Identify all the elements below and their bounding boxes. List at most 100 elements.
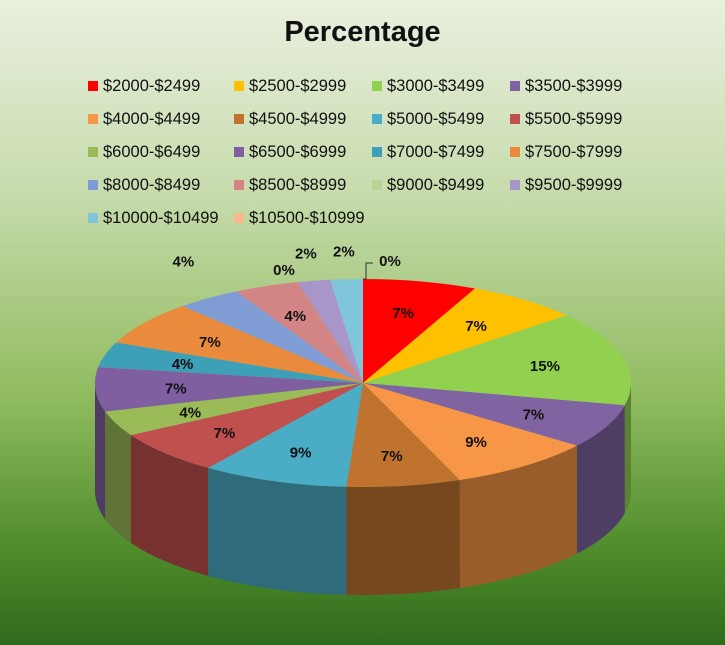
legend-label: $2000-$2499 — [103, 77, 201, 95]
legend-item: $10000-$10499 — [88, 208, 219, 228]
data-labels: 7%7%15%7%9%7%9%7%4%7%4%7%4%4%0%2% 2%0% — [165, 244, 560, 465]
legend-swatch — [88, 80, 98, 91]
legend-label: $2500-$2999 — [249, 77, 347, 95]
pie-slice-side — [208, 467, 347, 595]
data-label: 4% — [284, 308, 306, 325]
pie-slice — [105, 383, 364, 435]
data-label: 2% — [295, 245, 317, 262]
legend-label: $4000-$4499 — [103, 110, 201, 128]
legend-item: $8500-$8999 — [234, 175, 346, 195]
pie-slice — [363, 279, 476, 383]
legend-swatch — [510, 113, 520, 124]
legend-label: $5500-$5999 — [525, 110, 623, 128]
legend-item: $5500-$5999 — [510, 109, 622, 129]
legend-swatch — [234, 113, 244, 124]
legend-item: $6500-$6999 — [234, 142, 346, 162]
legend-item: $6000-$6499 — [88, 142, 200, 162]
data-label: 2% — [333, 244, 355, 261]
legend-swatch — [372, 146, 382, 157]
legend-swatch — [234, 80, 244, 91]
pie-slice — [330, 279, 363, 383]
legend-item: $10500-$10999 — [234, 208, 365, 228]
data-label: 4% — [173, 254, 195, 271]
data-label: 7% — [199, 334, 221, 351]
legend-swatch — [234, 212, 244, 223]
legend-item: $8000-$8499 — [88, 175, 200, 195]
legend-item: $7500-$7999 — [510, 142, 622, 162]
pie-slice — [116, 306, 363, 383]
legend-label: $9500-$9999 — [525, 176, 623, 194]
legend-label: $9000-$9499 — [387, 176, 485, 194]
pie-slice — [363, 288, 567, 383]
pie-slice — [363, 383, 577, 480]
legend-item: $7000-$7499 — [372, 142, 484, 162]
legend-label: $8500-$8999 — [249, 176, 347, 194]
legend-label: $6500-$6999 — [249, 143, 347, 161]
data-label: 9% — [290, 445, 312, 462]
data-label: 4% — [172, 356, 194, 373]
legend-item: $3500-$3999 — [510, 76, 622, 96]
pie-top — [95, 279, 631, 488]
legend-label: $3500-$3999 — [525, 77, 623, 95]
legend-label: $4500-$4999 — [249, 110, 347, 128]
pie-slice — [363, 315, 631, 406]
legend-swatch — [510, 179, 520, 190]
legend-swatch — [88, 146, 98, 157]
data-label: 15% — [530, 358, 560, 375]
legend-swatch — [234, 146, 244, 157]
pie-sides — [95, 383, 631, 595]
pie-slice — [95, 367, 364, 412]
legend-swatch — [510, 146, 520, 157]
pie-slice — [182, 291, 363, 383]
chart-title: Percentage — [284, 16, 441, 48]
legend-swatch — [88, 113, 98, 124]
legend-label: $8000-$8499 — [103, 176, 201, 194]
data-label: 7% — [465, 318, 487, 335]
pie-slice-side — [576, 405, 625, 554]
pie-slice — [130, 383, 363, 468]
data-label: 7% — [214, 425, 236, 442]
data-label: 7% — [381, 448, 403, 465]
data-label: 9% — [465, 434, 487, 451]
legend-label: $5000-$5499 — [387, 110, 485, 128]
legend-label: $10000-$10499 — [103, 209, 219, 227]
legend-label: $7500-$7999 — [525, 143, 623, 161]
legend-item: $9500-$9999 — [510, 175, 622, 195]
legend-label: $6000-$6499 — [103, 143, 201, 161]
pie-slice-side — [346, 479, 460, 595]
legend-item: $4500-$4999 — [234, 109, 346, 129]
data-label: 4% — [179, 404, 201, 421]
pie-slice-side — [624, 383, 631, 514]
legend-swatch — [88, 212, 98, 223]
pie-slice — [363, 383, 625, 446]
legend-label: $7000-$7499 — [387, 143, 485, 161]
legend-swatch — [510, 80, 520, 91]
data-label: 7% — [392, 305, 414, 322]
data-label: 0% — [273, 262, 295, 279]
leader-line — [363, 262, 373, 280]
legend-item: $2500-$2999 — [234, 76, 346, 96]
legend-swatch — [372, 113, 382, 124]
pie-slice — [236, 282, 363, 383]
pie-slice-side — [95, 383, 106, 520]
pie-slice — [98, 342, 363, 383]
legend-swatch — [88, 179, 98, 190]
legend-label: $10500-$10999 — [249, 209, 365, 227]
legend-item: $5000-$5499 — [372, 109, 484, 129]
legend-item: $9000-$9499 — [372, 175, 484, 195]
legend-swatch — [234, 179, 244, 190]
pie-slice-side — [459, 445, 577, 588]
pie-slice — [208, 383, 363, 487]
legend-swatch — [372, 179, 382, 190]
data-label: 0% — [379, 253, 401, 270]
legend-swatch — [372, 80, 382, 91]
pie-slice-side — [105, 411, 131, 543]
legend-item: $3000-$3499 — [372, 76, 484, 96]
pie-slice — [346, 383, 460, 488]
legend-item: $4000-$4499 — [88, 109, 200, 129]
legend-label: $3000-$3499 — [387, 77, 485, 95]
data-label: 7% — [523, 406, 545, 423]
pie-slice-side — [130, 435, 209, 576]
